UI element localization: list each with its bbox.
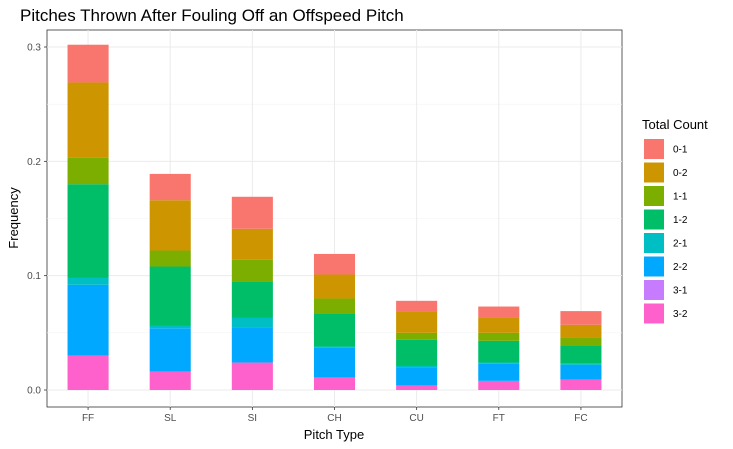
bar-segment-FC-2-1 xyxy=(560,363,602,365)
legend-label-3-1: 3-1 xyxy=(673,286,688,297)
y-axis-title: Frequency xyxy=(6,187,21,249)
legend-label-0-2: 0-2 xyxy=(673,168,688,179)
bar-segment-FF-1-2 xyxy=(67,184,109,278)
bar-segment-SL-2-1 xyxy=(149,325,191,329)
bar-segment-SI-2-2 xyxy=(231,327,273,363)
bar-segment-SL-3-2 xyxy=(149,371,191,390)
bar-segment-FF-3-2 xyxy=(67,355,109,390)
y-axis: 0.0 0.1 0.2 0.3 xyxy=(27,43,47,397)
bar-segment-CU-2-2 xyxy=(396,367,438,386)
bar-segment-CU-1-1 xyxy=(396,332,438,340)
bar-segment-FC-1-1 xyxy=(560,337,602,346)
x-tick-label-FT: FT xyxy=(493,413,505,424)
bar-segment-FF-2-1 xyxy=(67,277,109,285)
bar-segment-FT-1-2 xyxy=(478,340,520,363)
legend-label-0-1: 0-1 xyxy=(673,145,688,156)
legend-label-2-1: 2-1 xyxy=(673,239,688,250)
y-tick-label: 0.1 xyxy=(27,271,41,282)
x-tick-label-FF: FF xyxy=(82,413,94,424)
legend-key-1-2 xyxy=(644,209,664,230)
bar-segment-FC-1-2 xyxy=(560,345,602,364)
bar-segment-CH-3-2 xyxy=(313,377,356,390)
y-tick-label: 0.2 xyxy=(27,157,41,168)
legend-key-2-1 xyxy=(644,233,664,253)
legend-title: Total Count xyxy=(642,117,708,132)
legend-label-3-2: 3-2 xyxy=(673,309,688,320)
x-axis: FF SL SI CH CU FT FC xyxy=(82,407,588,424)
bar-segment-SI-0-2 xyxy=(231,228,273,260)
bar-segment-CU-0-2 xyxy=(396,311,438,333)
x-tick-label-FC: FC xyxy=(574,413,587,424)
bar-segment-FF-0-1 xyxy=(67,44,109,83)
legend-label-1-1: 1-1 xyxy=(673,192,688,203)
bar-segment-SL-2-2 xyxy=(149,328,191,372)
legend-label-2-2: 2-2 xyxy=(673,262,688,273)
bar-segment-SI-1-2 xyxy=(231,281,273,318)
x-tick-label-CU: CU xyxy=(409,413,423,424)
x-tick-label-SL: SL xyxy=(164,413,177,424)
bar-segment-FC-0-2 xyxy=(560,324,602,338)
bar-segment-FT-0-1 xyxy=(478,306,520,318)
legend-key-3-1 xyxy=(644,280,664,300)
bar-segment-CU-3-2 xyxy=(396,385,438,390)
bar-segment-SI-0-1 xyxy=(231,196,273,229)
bar-segment-SI-3-2 xyxy=(231,362,273,390)
bar-segment-FT-1-1 xyxy=(478,332,520,341)
bar-segment-CH-1-1 xyxy=(313,298,356,314)
bar-segment-FT-2-1 xyxy=(478,362,520,364)
bar-segment-FT-0-2 xyxy=(478,317,520,333)
bar-segment-CU-0-1 xyxy=(396,300,438,312)
legend-key-1-1 xyxy=(644,186,664,206)
legend-key-0-2 xyxy=(644,162,664,183)
bar-segment-CH-0-1 xyxy=(313,253,356,275)
y-tick-label: 0.0 xyxy=(27,386,41,397)
bar-segment-SL-0-1 xyxy=(149,173,191,201)
bar-segment-SL-0-2 xyxy=(149,200,191,251)
bar-segment-FF-1-1 xyxy=(67,157,109,185)
bar-segment-FT-3-2 xyxy=(478,380,520,390)
bar-segment-CH-1-2 xyxy=(313,313,356,347)
legend-key-3-2 xyxy=(644,303,664,324)
chart-title: Pitches Thrown After Fouling Off an Offs… xyxy=(20,6,404,25)
bar-segment-FC-3-2 xyxy=(560,379,602,390)
legend-key-2-2 xyxy=(644,256,664,277)
bar-segment-CU-1-2 xyxy=(396,339,438,366)
x-tick-label-CH: CH xyxy=(327,413,341,424)
bar-segment-SI-1-1 xyxy=(231,259,273,282)
bar-segment-FF-0-2 xyxy=(67,82,109,158)
bar-segment-CH-2-2 xyxy=(313,347,356,378)
bar-segment-FT-2-2 xyxy=(478,363,520,381)
bar-segment-FC-2-2 xyxy=(560,364,602,380)
x-axis-title: Pitch Type xyxy=(304,427,364,442)
bar-segment-CH-0-2 xyxy=(313,274,356,299)
x-tick-label-SI: SI xyxy=(248,413,257,424)
legend-label-1-2: 1-2 xyxy=(673,215,688,226)
bar-segment-CH-2-1 xyxy=(313,346,356,348)
bar-segment-FF-2-2 xyxy=(67,284,109,356)
bar-segment-SI-2-1 xyxy=(231,317,273,328)
bar-segment-FC-0-1 xyxy=(560,311,602,325)
bar-segment-SL-1-1 xyxy=(149,250,191,267)
y-tick-label: 0.3 xyxy=(27,43,41,54)
bar-segment-CU-2-1 xyxy=(396,365,438,368)
legend-key-0-1 xyxy=(644,139,664,159)
bars xyxy=(67,44,602,390)
legend: 0-1 0-2 1-1 1-2 2-1 2-2 3-1 3-2 xyxy=(644,139,688,324)
bar-segment-SL-1-2 xyxy=(149,266,191,326)
